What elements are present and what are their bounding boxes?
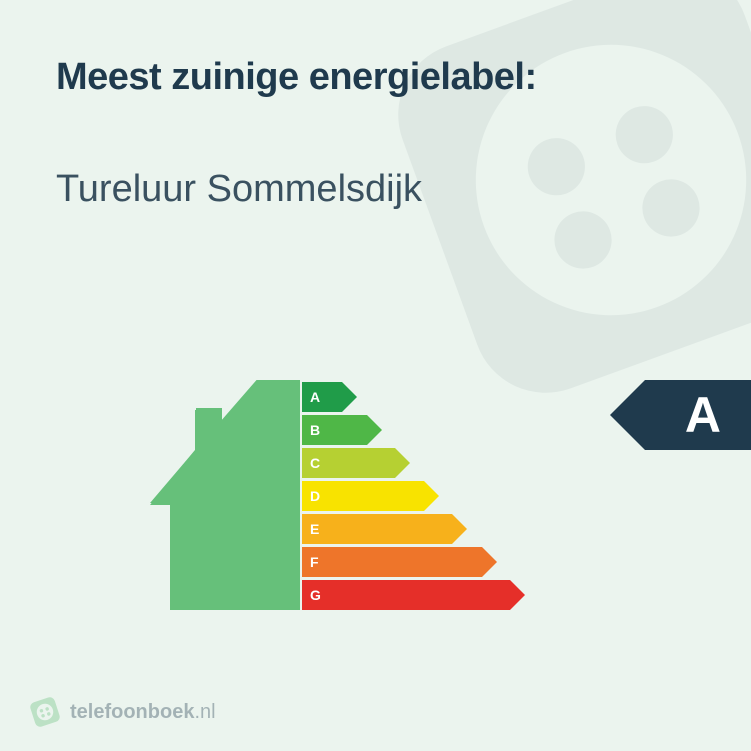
bar-letter: F: [310, 554, 319, 570]
subtitle: Tureluur Sommelsdijk: [56, 168, 422, 211]
bar-letter: A: [310, 389, 320, 405]
footer: telefoonboek.nl: [30, 697, 216, 727]
energy-bar-g: G: [302, 580, 562, 610]
bar-body: B: [302, 415, 367, 445]
bar-body: D: [302, 481, 424, 511]
bar-letter: G: [310, 587, 321, 603]
energy-bars: A B C D E F G: [302, 382, 562, 613]
bar-body: G: [302, 580, 510, 610]
bar-arrow-icon: [395, 448, 410, 478]
bar-body: C: [302, 448, 395, 478]
bar-letter: E: [310, 521, 319, 537]
energy-bar-f: F: [302, 547, 562, 577]
energy-chart: A B C D E F G: [150, 380, 570, 640]
bar-letter: D: [310, 488, 320, 504]
bar-body: F: [302, 547, 482, 577]
bar-arrow-icon: [482, 547, 497, 577]
footer-logo-icon: [30, 697, 60, 727]
bar-arrow-icon: [367, 415, 382, 445]
energy-bar-a: A: [302, 382, 562, 412]
bar-body: A: [302, 382, 342, 412]
bar-arrow-icon: [424, 481, 439, 511]
energy-bar-c: C: [302, 448, 562, 478]
title: Meest zuinige energielabel:: [56, 56, 537, 99]
rating-badge: A: [645, 380, 751, 450]
energy-bar-b: B: [302, 415, 562, 445]
bar-letter: C: [310, 455, 320, 471]
bar-letter: B: [310, 422, 320, 438]
energy-bar-e: E: [302, 514, 562, 544]
bar-arrow-icon: [510, 580, 525, 610]
house-icon-shape: [150, 380, 300, 610]
rating-letter: A: [685, 386, 721, 444]
energy-bar-d: D: [302, 481, 562, 511]
energy-label-card: Meest zuinige energielabel: Tureluur Som…: [0, 0, 751, 751]
bar-arrow-icon: [342, 382, 357, 412]
bar-arrow-icon: [452, 514, 467, 544]
footer-brand-light: .nl: [194, 701, 215, 723]
footer-brand: telefoonboek.nl: [70, 701, 216, 724]
bar-body: E: [302, 514, 452, 544]
footer-brand-bold: telefoonboek: [70, 701, 194, 723]
